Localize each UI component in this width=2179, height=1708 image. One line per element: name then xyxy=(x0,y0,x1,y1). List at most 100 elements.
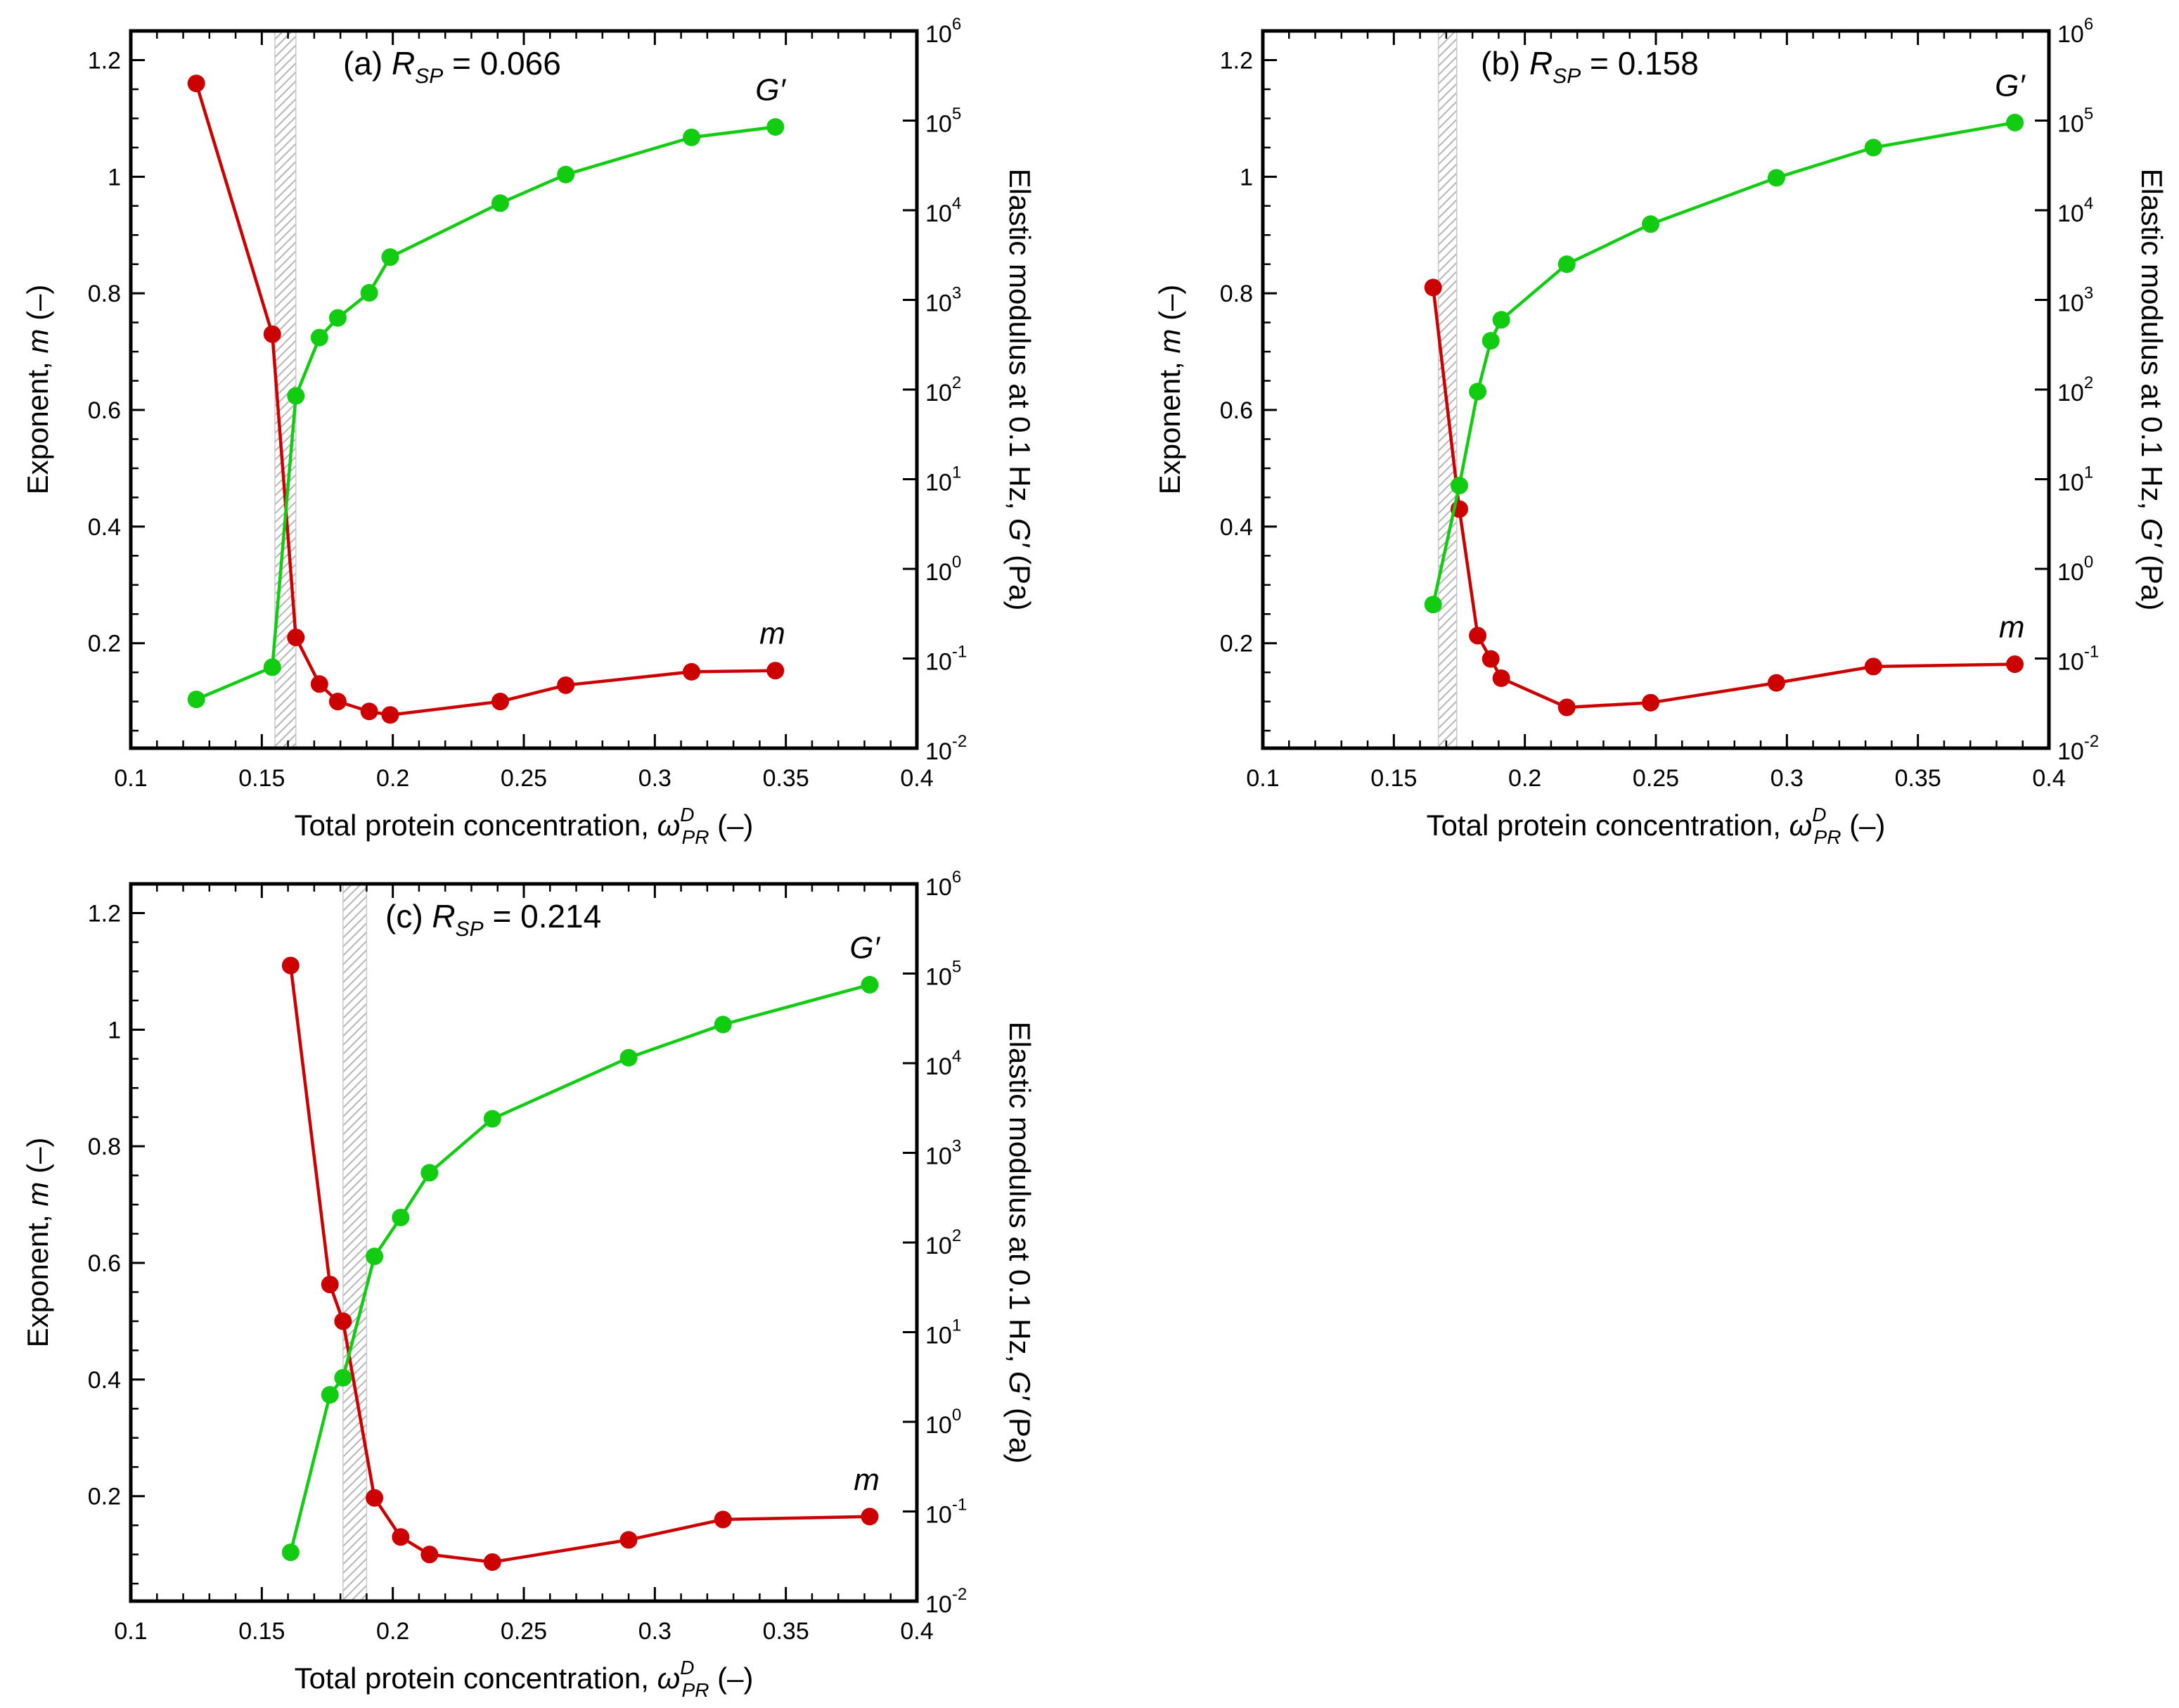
rsp-symbol: R xyxy=(1529,45,1553,82)
data-point-g-prime xyxy=(1864,139,1882,157)
y-right-tick-base: 10 xyxy=(925,290,952,317)
y-right-axis-title-text: Elastic modulus at 0.1 Hz, xyxy=(1003,1022,1036,1371)
data-point-g-prime xyxy=(281,1543,300,1562)
data-point-m xyxy=(861,1508,879,1526)
y-left-tick-label: 1 xyxy=(108,164,121,191)
panel-letter: (c) xyxy=(385,898,432,935)
transition-shaded-band xyxy=(1437,30,1458,749)
data-point-g-prime xyxy=(321,1386,339,1404)
y-left-tick-label: 0.4 xyxy=(88,1367,121,1394)
y-right-tick-label: 102 xyxy=(925,373,961,406)
data-point-m xyxy=(310,675,328,693)
transition-shaded-band xyxy=(342,883,368,1602)
y-right-tick-label: 10-2 xyxy=(925,1585,967,1618)
y-right-tick-label: 101 xyxy=(2057,463,2093,496)
rsp-value: = 0.214 xyxy=(484,898,602,935)
y-right-tick-label: 106 xyxy=(2057,15,2093,48)
x-tick-label: 0.3 xyxy=(638,1618,671,1645)
y-right-tick-exponent: 2 xyxy=(952,373,961,392)
y-right-tick-base: 10 xyxy=(925,1591,952,1618)
y-right-tick-base: 10 xyxy=(2057,21,2084,48)
y-left-tick-label: 1.2 xyxy=(88,47,121,74)
data-point-m xyxy=(683,662,701,681)
y-right-tick-exponent: -2 xyxy=(2084,732,2099,751)
rsp-value: = 0.158 xyxy=(1581,45,1699,82)
y-right-tick-exponent: 6 xyxy=(2084,15,2093,34)
x-tick-label: 0.3 xyxy=(1770,765,1804,792)
data-point-m xyxy=(1864,657,1882,676)
y-right-axis-title-text: Elastic modulus at 0.1 Hz, xyxy=(1003,169,1036,518)
x-tick-label: 0.1 xyxy=(114,765,147,792)
y-right-tick-base: 10 xyxy=(2057,200,2084,227)
y-right-tick-base: 10 xyxy=(925,1412,952,1439)
data-point-m xyxy=(619,1531,638,1549)
y-right-tick-exponent: 5 xyxy=(952,958,961,977)
series-label-g-prime: G′ xyxy=(755,72,786,107)
data-point-m xyxy=(281,956,300,975)
y-right-tick-label: 102 xyxy=(925,1226,961,1259)
x-tick-label: 0.25 xyxy=(1633,765,1679,792)
y-right-tick-label: 106 xyxy=(925,868,961,901)
x-tick-label: 0.15 xyxy=(238,765,285,792)
series-line-m xyxy=(1431,287,2015,709)
y-left-axis-title-suffix: (–) xyxy=(21,1138,54,1182)
data-point-m xyxy=(1492,669,1510,687)
y-left-tick-label: 0.6 xyxy=(88,397,121,424)
data-point-m xyxy=(1469,627,1487,645)
y-left-axis-title-symbol: m xyxy=(21,1182,54,1207)
y-left-axis-title-symbol: m xyxy=(21,329,54,354)
y-right-tick-label: 100 xyxy=(925,1406,961,1439)
y-left-tick-label: 0.8 xyxy=(1220,281,1253,307)
y-left-axis-title-symbol: m xyxy=(1153,329,1186,354)
x-axis-title: Total protein concentration, ωD PR (–) xyxy=(295,1657,754,1701)
y-right-tick-label: 10-1 xyxy=(2057,643,2099,676)
panel-annotation: (a) RSP = 0.066 xyxy=(343,45,561,88)
y-left-axis-title: Exponent, m (–) xyxy=(21,285,54,495)
y-right-axis-title-symbol: G′ xyxy=(1003,1371,1036,1401)
x-tick-label: 0.15 xyxy=(238,1618,285,1645)
x-axis-title-superscript: D xyxy=(680,1657,694,1678)
x-tick-label: 0.2 xyxy=(1508,765,1541,792)
plot-frame xyxy=(129,882,919,1603)
x-tick-label: 0.1 xyxy=(1246,765,1279,792)
data-point-m xyxy=(420,1546,439,1564)
y-right-tick-exponent: -2 xyxy=(952,1585,967,1604)
y-right-tick-base: 10 xyxy=(925,1323,952,1349)
data-point-m xyxy=(328,693,347,711)
y-right-tick-label: 105 xyxy=(925,958,961,991)
data-point-m xyxy=(321,1276,339,1294)
series-line-m xyxy=(289,965,870,1564)
y-right-tick-label: 104 xyxy=(925,1047,961,1080)
y-left-tick-label: 1 xyxy=(108,1017,121,1044)
data-point-m xyxy=(381,706,399,724)
y-right-tick-exponent: 3 xyxy=(952,284,961,303)
y-left-axis-title: Exponent, m (–) xyxy=(1153,285,1186,495)
y-left-axis-title-suffix: (–) xyxy=(21,285,54,329)
x-axis-title-superscript: D xyxy=(680,804,694,826)
panel-a: 0.1 0.15 0.2 0.25 0.3 0.35 0.4 0.2 0.4 0.6 0.8 1 1.2… xyxy=(21,15,1036,848)
y-right-tick-base: 10 xyxy=(2057,290,2084,317)
data-point-m xyxy=(714,1510,732,1529)
y-right-tick-base: 10 xyxy=(2057,649,2084,676)
data-point-g-prime xyxy=(287,387,305,405)
data-point-m xyxy=(334,1312,352,1330)
y-left-tick-label: 1.2 xyxy=(88,900,121,927)
y-right-tick-exponent: 4 xyxy=(952,194,961,213)
y-right-tick-base: 10 xyxy=(925,380,952,406)
y-right-tick-exponent: 4 xyxy=(952,1047,961,1066)
series-label-g-prime: G′ xyxy=(849,930,880,965)
data-point-g-prime xyxy=(1767,169,1785,187)
data-point-g-prime xyxy=(392,1208,410,1226)
y-left-tick-label: 0.6 xyxy=(88,1250,121,1277)
data-point-m xyxy=(360,702,378,721)
x-axis-title-symbol: ω xyxy=(1789,809,1813,842)
series-line-g-prime xyxy=(289,983,870,1553)
series-label-m: m xyxy=(1999,610,2025,645)
data-point-m xyxy=(483,1553,501,1571)
y-right-tick-base: 10 xyxy=(2057,111,2084,138)
y-right-tick-exponent: -1 xyxy=(2084,643,2099,662)
y-right-tick-label: 104 xyxy=(925,194,961,227)
y-right-tick-base: 10 xyxy=(2057,738,2084,765)
data-point-g-prime xyxy=(310,328,328,347)
